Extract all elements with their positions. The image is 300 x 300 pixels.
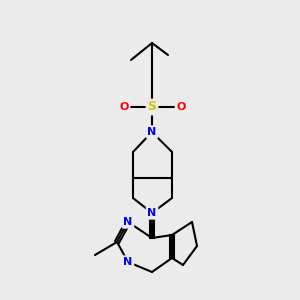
Text: O: O	[176, 102, 186, 112]
Text: O: O	[119, 102, 129, 112]
Text: S: S	[148, 100, 157, 113]
Text: N: N	[147, 208, 157, 218]
Text: N: N	[123, 217, 133, 227]
Text: N: N	[123, 257, 133, 267]
Text: N: N	[147, 127, 157, 137]
